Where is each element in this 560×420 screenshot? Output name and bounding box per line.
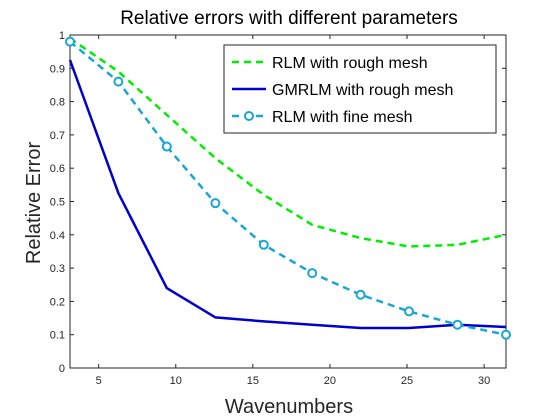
series-3-point [307, 268, 318, 279]
series-3-point [210, 198, 221, 209]
series-line-2 [68, 59, 507, 330]
series-3-point [501, 329, 511, 340]
series-3-point [355, 289, 366, 300]
y-tick-label: 0.5 [50, 197, 65, 209]
y-tick-label: 0.8 [50, 97, 65, 109]
legend-label-1: RLM with rough mesh [272, 55, 428, 72]
y-tick-label: 0.3 [50, 263, 65, 275]
y-tick-label: 0 [59, 363, 65, 375]
legend-marker [244, 111, 254, 121]
chart-title: Relative errors with different parameter… [120, 8, 458, 29]
x-tick-label: 25 [401, 375, 413, 387]
y-axis-label: Relative Error [23, 142, 45, 265]
x-tick-label: 5 [96, 375, 102, 387]
x-tick-label: 20 [324, 375, 336, 387]
series-3-point [404, 306, 415, 317]
series-line-1 [69, 37, 507, 248]
series-3-point [452, 319, 463, 330]
y-tick-label: 0.1 [50, 330, 65, 342]
x-tick-label: 10 [170, 375, 182, 387]
series-3-point [113, 76, 124, 87]
x-tick-label: 15 [247, 375, 259, 387]
series-3-point [65, 36, 75, 47]
axis-ticks: 5 10 15 20 25 30 0 0.1 0.2 0.3 0.4 0.5 0.6 0.7 0.8 0.9 1 [50, 30, 506, 387]
y-tick-label: 0.2 [50, 296, 65, 308]
x-tick-label: 30 [478, 375, 490, 387]
y-tick-label: 0.4 [50, 230, 65, 242]
y-tick-label: 0.9 [50, 63, 65, 75]
y-tick-label: 1 [59, 30, 65, 42]
legend-box [223, 44, 497, 134]
legend-label-3: RLM with fine mesh [272, 109, 413, 126]
legend: RLM with rough mesh GMRLM with rough mesh… [223, 44, 497, 134]
x-axis-label: Wavenumbers [225, 396, 353, 418]
y-tick-label: 0.7 [50, 130, 65, 142]
legend-label-2: GMRLM with rough mesh [272, 82, 453, 99]
series-layer [65, 36, 511, 340]
series-3-point [258, 239, 269, 250]
y-tick-label: 0.6 [50, 163, 65, 175]
series-3-point [161, 141, 172, 152]
